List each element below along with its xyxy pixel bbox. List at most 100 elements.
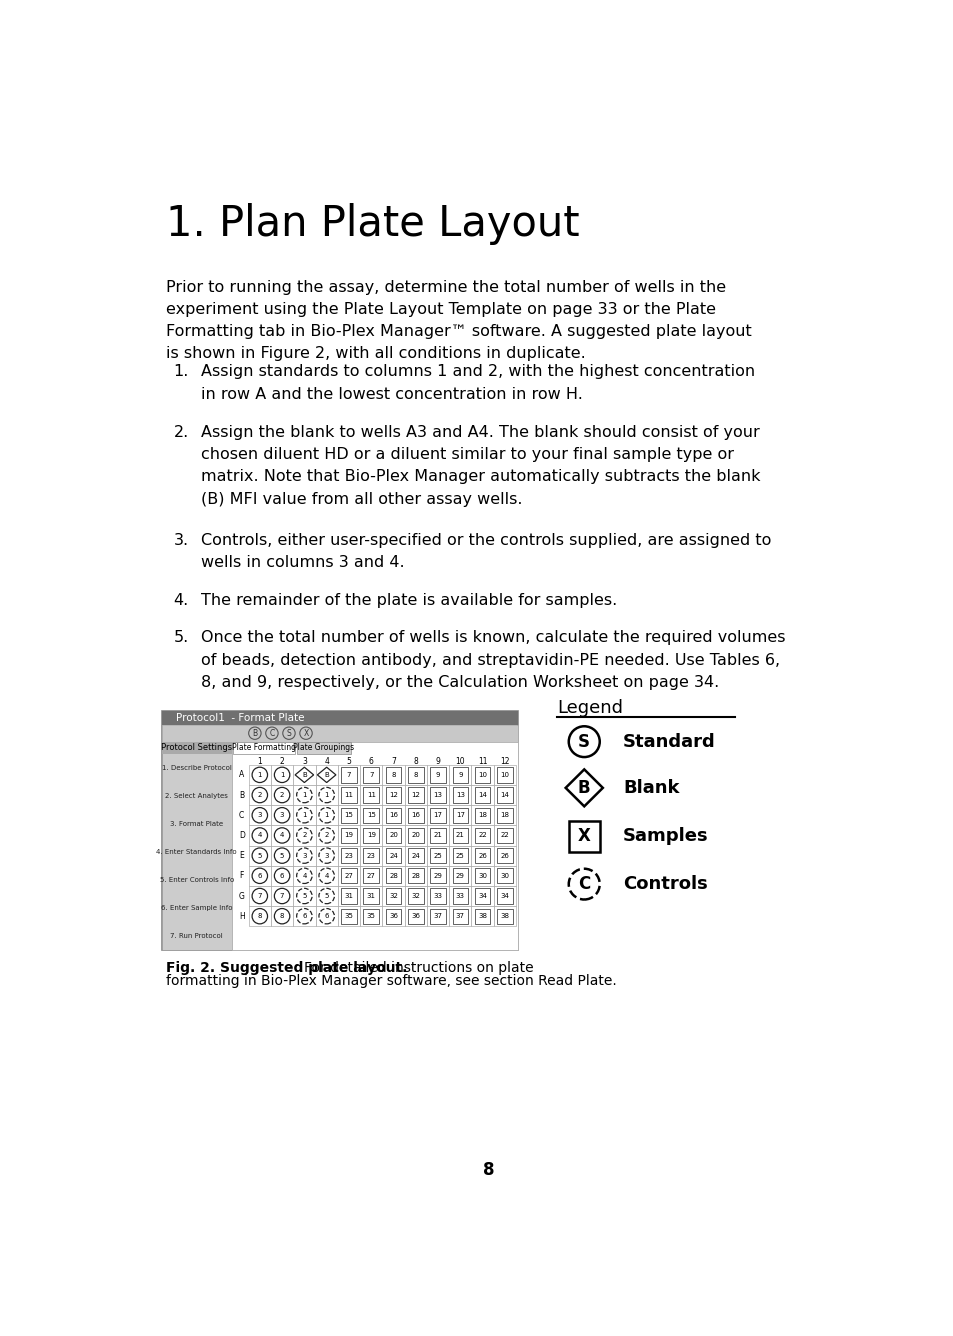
Text: 28: 28 — [411, 872, 419, 879]
FancyBboxPatch shape — [449, 826, 471, 846]
Text: 14: 14 — [500, 792, 509, 798]
FancyBboxPatch shape — [382, 846, 404, 866]
FancyBboxPatch shape — [471, 846, 494, 866]
FancyBboxPatch shape — [337, 826, 359, 846]
FancyBboxPatch shape — [293, 764, 315, 786]
Text: 2: 2 — [279, 792, 284, 798]
Text: S: S — [578, 732, 590, 751]
Text: 3. Format Plate: 3. Format Plate — [170, 820, 223, 827]
FancyBboxPatch shape — [404, 826, 427, 846]
FancyBboxPatch shape — [293, 826, 315, 846]
FancyBboxPatch shape — [404, 866, 427, 886]
Text: 1: 1 — [257, 758, 262, 766]
Text: 4: 4 — [324, 872, 329, 879]
FancyBboxPatch shape — [249, 764, 271, 786]
Text: 7: 7 — [346, 772, 351, 778]
FancyBboxPatch shape — [359, 846, 382, 866]
FancyBboxPatch shape — [359, 886, 382, 906]
FancyBboxPatch shape — [315, 866, 337, 886]
FancyBboxPatch shape — [249, 786, 271, 806]
Text: 16: 16 — [389, 812, 397, 818]
Text: 17: 17 — [433, 812, 442, 818]
Text: 35: 35 — [344, 914, 353, 919]
Text: 25: 25 — [434, 852, 442, 859]
Text: Protocol Settings: Protocol Settings — [161, 743, 233, 752]
Text: 22: 22 — [477, 832, 486, 839]
FancyBboxPatch shape — [293, 906, 315, 926]
Text: 31: 31 — [344, 892, 353, 899]
Text: 31: 31 — [366, 892, 375, 899]
Text: 12: 12 — [389, 792, 397, 798]
Text: 17: 17 — [456, 812, 464, 818]
Text: Assign standards to columns 1 and 2, with the highest concentration
in row A and: Assign standards to columns 1 and 2, wit… — [200, 365, 754, 402]
Text: 27: 27 — [366, 872, 375, 879]
Text: 12: 12 — [411, 792, 419, 798]
FancyBboxPatch shape — [427, 866, 449, 886]
Text: 9: 9 — [436, 758, 440, 766]
FancyBboxPatch shape — [271, 786, 293, 806]
Text: 23: 23 — [366, 852, 375, 859]
FancyBboxPatch shape — [471, 764, 494, 786]
Text: 24: 24 — [389, 852, 397, 859]
FancyBboxPatch shape — [271, 846, 293, 866]
FancyBboxPatch shape — [271, 886, 293, 906]
Text: 30: 30 — [500, 872, 509, 879]
Text: 1. Plan Plate Layout: 1. Plan Plate Layout — [166, 203, 578, 244]
Text: B: B — [239, 791, 244, 799]
Text: Assign the blank to wells A3 and A4. The blank should consist of your
chosen dil: Assign the blank to wells A3 and A4. The… — [200, 425, 760, 506]
FancyBboxPatch shape — [382, 886, 404, 906]
Text: 37: 37 — [433, 914, 442, 919]
Text: 29: 29 — [434, 872, 442, 879]
Text: 13: 13 — [433, 792, 442, 798]
Text: 36: 36 — [389, 914, 397, 919]
Text: 1: 1 — [324, 812, 329, 818]
Text: 18: 18 — [477, 812, 487, 818]
Text: 10: 10 — [455, 758, 465, 766]
FancyBboxPatch shape — [449, 906, 471, 926]
Text: 6: 6 — [324, 914, 329, 919]
FancyBboxPatch shape — [404, 886, 427, 906]
Text: 2. Select Analytes: 2. Select Analytes — [165, 792, 228, 799]
Text: 1: 1 — [279, 772, 284, 778]
FancyBboxPatch shape — [404, 846, 427, 866]
Text: B: B — [578, 779, 590, 796]
Text: 37: 37 — [456, 914, 464, 919]
Text: For detailed instructions on plate: For detailed instructions on plate — [303, 961, 533, 975]
Text: C: C — [578, 875, 590, 894]
Text: 8: 8 — [413, 758, 417, 766]
Text: G: G — [238, 891, 244, 900]
FancyBboxPatch shape — [359, 786, 382, 806]
FancyBboxPatch shape — [494, 806, 516, 826]
Text: 4: 4 — [302, 872, 306, 879]
Text: 2: 2 — [257, 792, 262, 798]
Text: 2: 2 — [302, 832, 306, 839]
Text: 3: 3 — [301, 758, 307, 766]
FancyBboxPatch shape — [382, 826, 404, 846]
FancyBboxPatch shape — [382, 764, 404, 786]
FancyBboxPatch shape — [315, 786, 337, 806]
FancyBboxPatch shape — [296, 741, 351, 754]
FancyBboxPatch shape — [404, 906, 427, 926]
Text: 3: 3 — [279, 812, 284, 818]
FancyBboxPatch shape — [449, 886, 471, 906]
Text: 8: 8 — [391, 772, 395, 778]
Text: 6: 6 — [369, 758, 374, 766]
Text: 4: 4 — [279, 832, 284, 839]
Text: 34: 34 — [500, 892, 509, 899]
FancyBboxPatch shape — [249, 886, 271, 906]
Text: 10: 10 — [500, 772, 509, 778]
Text: Legend: Legend — [557, 699, 622, 717]
Text: formatting in Bio-Plex Manager software, see section Read Plate.: formatting in Bio-Plex Manager software,… — [166, 974, 616, 989]
Text: 1: 1 — [257, 772, 262, 778]
Text: 1: 1 — [302, 792, 306, 798]
Text: 5: 5 — [302, 892, 306, 899]
FancyBboxPatch shape — [382, 906, 404, 926]
FancyBboxPatch shape — [271, 806, 293, 826]
Text: 4. Enter Standards Info: 4. Enter Standards Info — [156, 848, 236, 855]
Text: H: H — [238, 911, 244, 921]
Text: 15: 15 — [366, 812, 375, 818]
Text: 16: 16 — [411, 812, 420, 818]
Text: 2: 2 — [324, 832, 329, 839]
Text: E: E — [239, 851, 244, 860]
FancyBboxPatch shape — [494, 786, 516, 806]
